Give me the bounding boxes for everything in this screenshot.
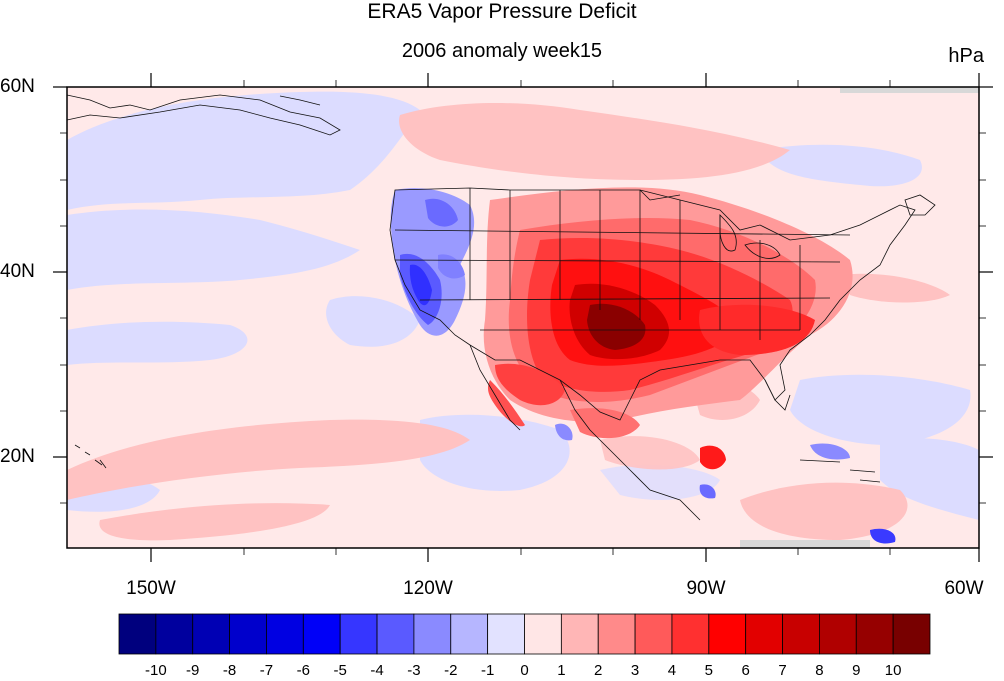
positive-anomaly-light [67, 103, 950, 541]
boundaries [66, 94, 936, 521]
colorbar-swatch [819, 613, 857, 655]
colorbar-swatch [339, 613, 378, 655]
axis-ticks [53, 73, 993, 562]
colorbar-tick-label: -4 [370, 662, 384, 679]
colorbar-tick-label: -8 [222, 662, 237, 679]
colorbar-swatch [450, 613, 489, 655]
colorbar-tick-label: 7 [778, 662, 787, 679]
colorbar-tick-label: -6 [296, 662, 310, 679]
lat-label-20n: 20N [0, 446, 35, 467]
lat-label-60n: 60N [0, 76, 35, 97]
colorbar-tick-label: 5 [704, 662, 713, 679]
colorbar-swatch [413, 613, 452, 655]
map-title: ERA5 Vapor Pressure Deficit [367, 0, 637, 23]
colorbar-tick-label: 8 [815, 662, 824, 679]
negative-anomaly-west [390, 188, 896, 544]
colorbar-swatch [302, 613, 341, 655]
colorbar-swatch [560, 613, 599, 655]
minor-ticks [60, 80, 986, 555]
colorbar-swatch [892, 613, 931, 655]
lon-label-60w: 60W [944, 578, 984, 599]
colorbar-swatch [118, 613, 157, 655]
colorbar-swatch [266, 613, 304, 655]
colorbar-tick-label: 9 [852, 662, 861, 679]
colorbar-tick-label: -5 [333, 662, 347, 679]
colorbar-swatch [376, 613, 415, 655]
colorbar-swatch [229, 613, 267, 655]
colorbar-tick-label: -2 [444, 662, 458, 679]
colorbar-tick-label: 0 [520, 662, 529, 679]
colorbar-tick-label: 6 [741, 662, 750, 679]
colorbar-swatch [782, 613, 820, 655]
colorbar-tick-label: 10 [884, 662, 902, 679]
colorbar-tick-label: -3 [407, 662, 421, 679]
colorbar-tick-label: -1 [480, 662, 495, 679]
colorbar-swatch [671, 613, 710, 655]
colorbar-tick-label: -9 [186, 662, 200, 679]
colorbar-swatch [524, 613, 562, 655]
colorbar-tick-label: -10 [145, 662, 167, 679]
lat-label-40n: 40N [0, 261, 35, 282]
colorbar-tick-label: 2 [594, 662, 603, 679]
lon-label-150w: 150W [126, 578, 176, 599]
colorbar-swatch [634, 613, 673, 655]
plot-frame [66, 86, 980, 549]
colorbar-swatch [192, 613, 230, 655]
colorbar-swatch [597, 613, 636, 655]
colorbar-tick-label: -7 [259, 662, 274, 679]
colorbar-tick-label: 1 [557, 662, 566, 679]
colorbar-swatch [487, 613, 525, 655]
lon-label-90w: 90W [686, 578, 726, 599]
colorbar-swatch [708, 613, 747, 655]
lon-label-120w: 120W [403, 578, 453, 599]
colorbar-swatch [855, 613, 894, 655]
colorbar-tick-label: 3 [630, 662, 640, 679]
colorbar-tick-label: 4 [667, 662, 677, 679]
colorbar [118, 613, 931, 655]
colorbar-swatch [745, 613, 783, 655]
colorbar-swatch [155, 613, 194, 655]
units-label: hPa [948, 45, 984, 67]
map-subtitle: 2006 anomaly week15 [401, 40, 603, 62]
anomaly-field [67, 87, 979, 548]
